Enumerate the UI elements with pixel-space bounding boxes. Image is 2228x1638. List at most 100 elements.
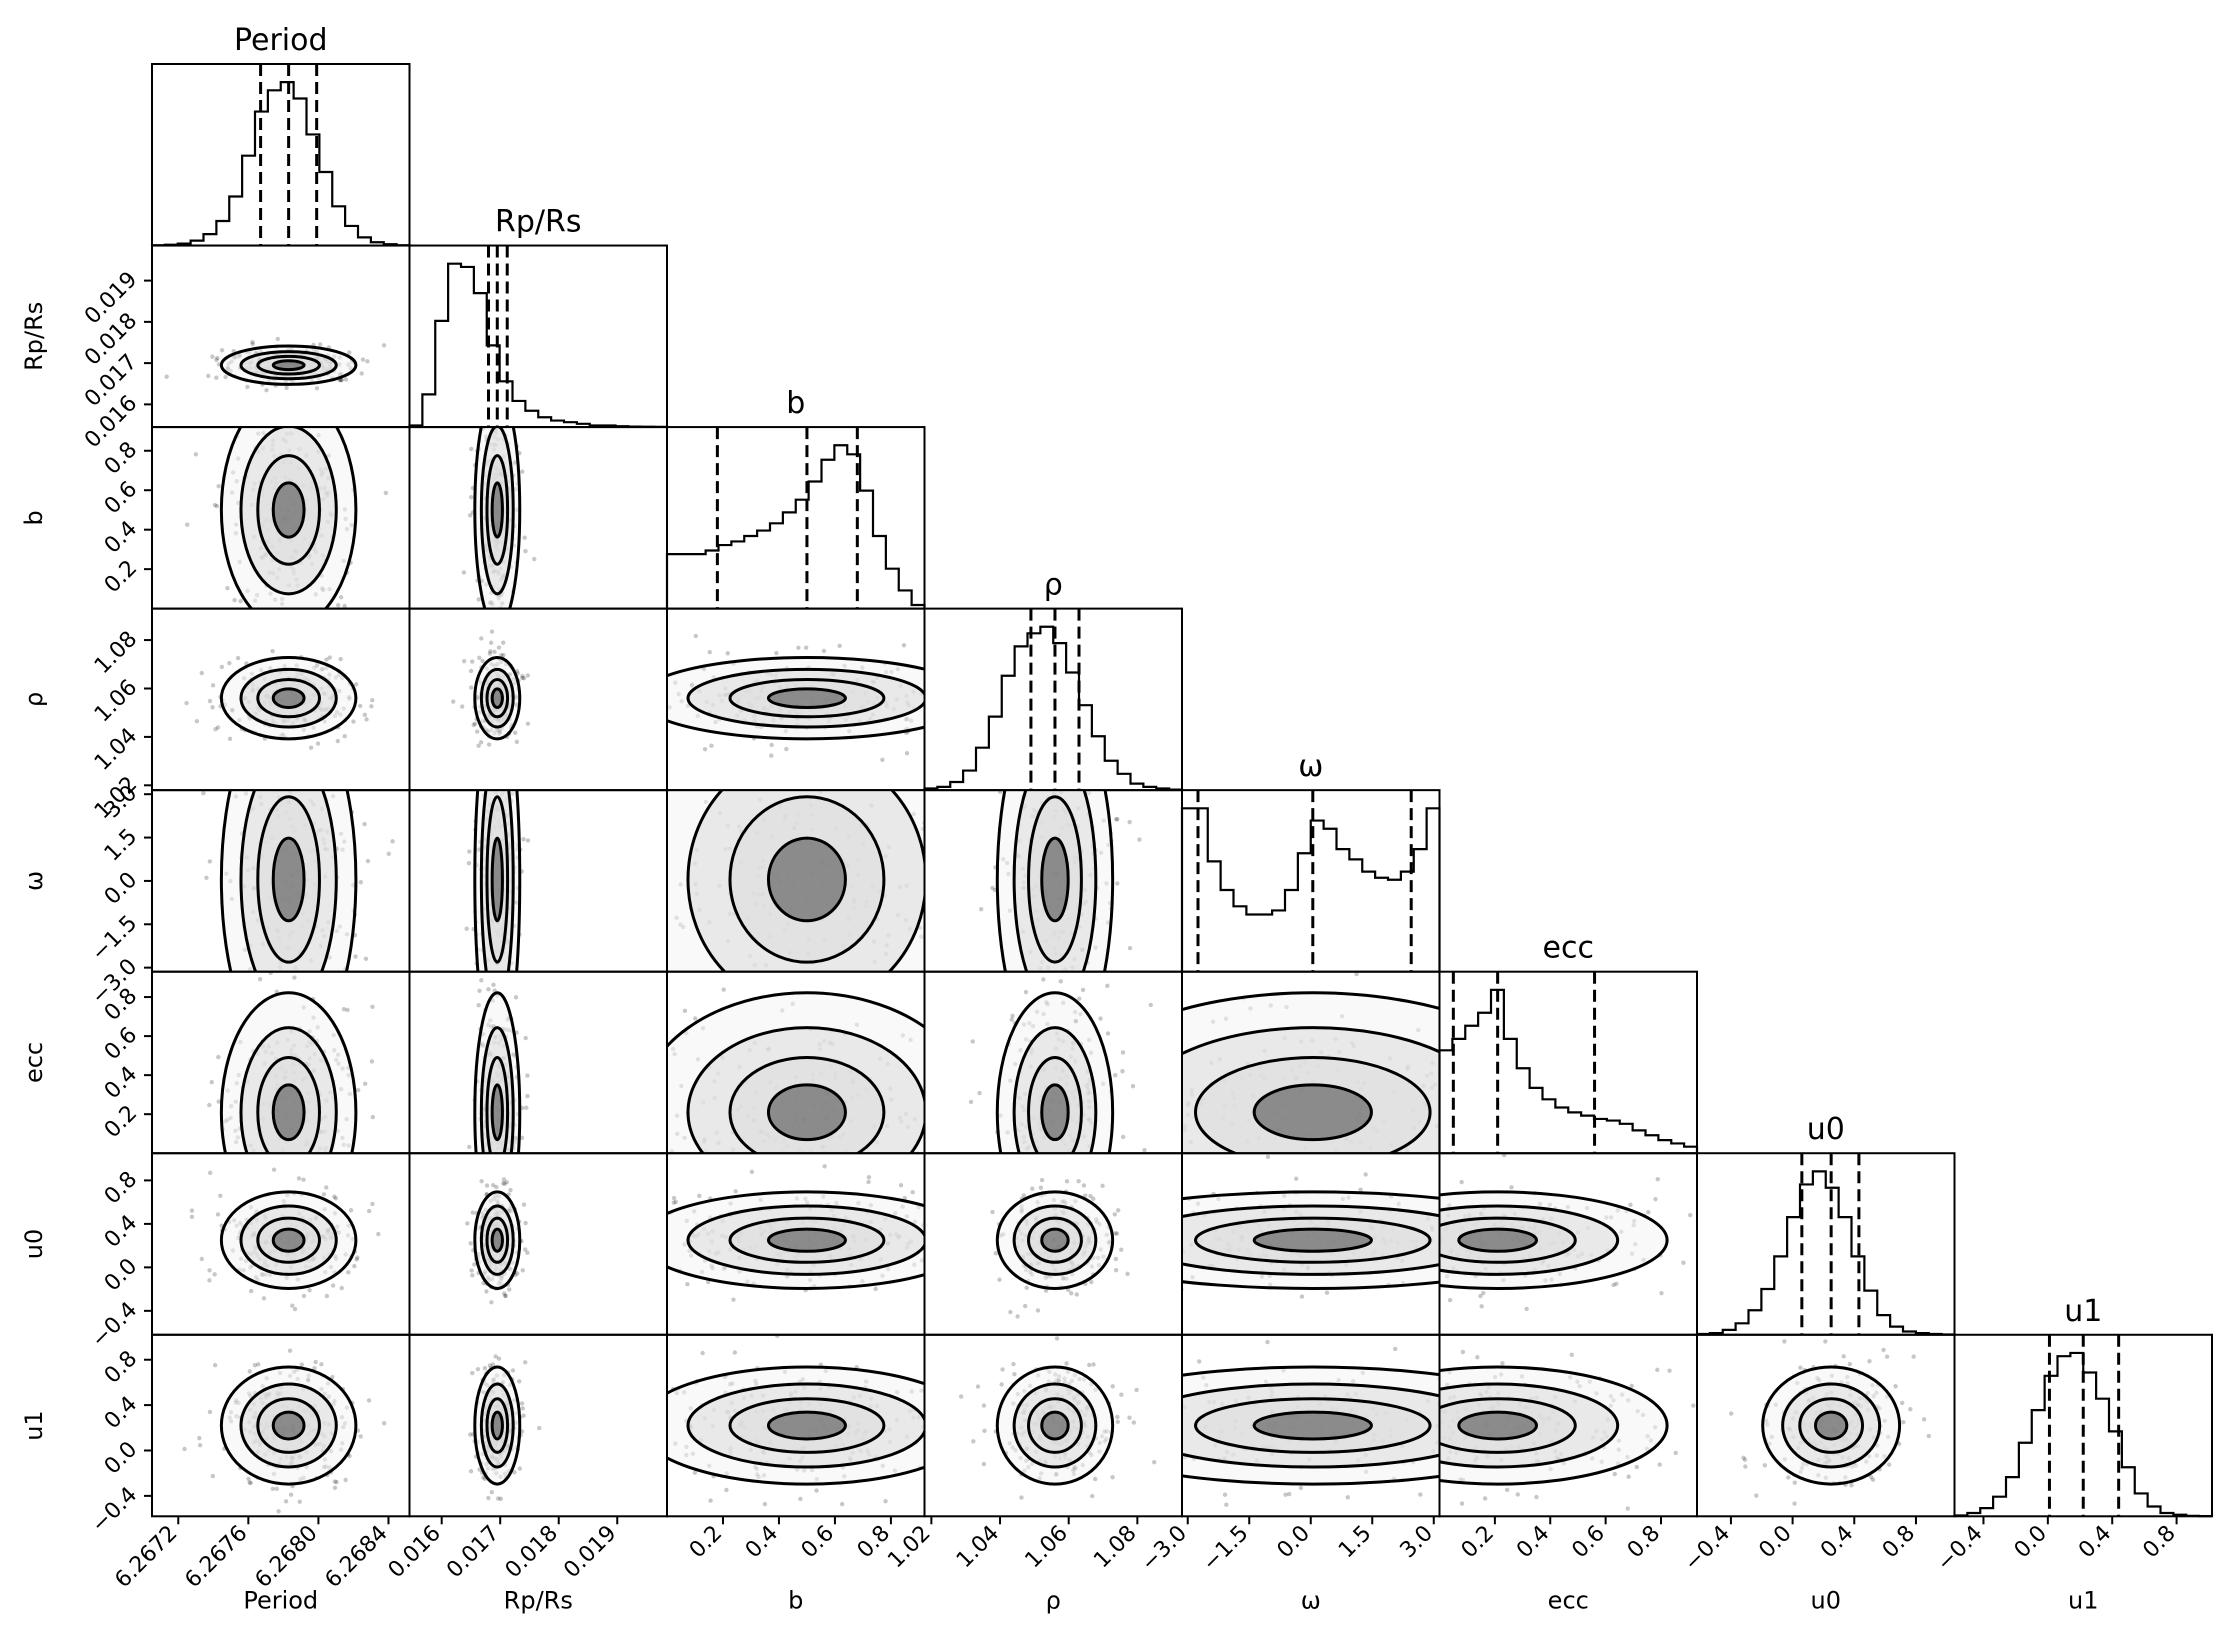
sample-point [955, 1253, 959, 1257]
sample-point [1065, 780, 1069, 784]
sample-point [521, 1202, 527, 1207]
sample-point [1089, 1180, 1093, 1184]
sample-point [501, 640, 506, 645]
panel-frame [408, 1152, 668, 1336]
histogram-rp-rs [408, 262, 669, 429]
sample-point [1113, 1267, 1119, 1273]
sample-point [774, 1164, 778, 1168]
sample-point [270, 742, 274, 746]
sample-point [1293, 1176, 1299, 1181]
sample-point [656, 1230, 660, 1234]
sample-point [215, 355, 220, 361]
sample-point [514, 739, 520, 745]
sample-point [589, 694, 593, 698]
sample-point [390, 839, 395, 844]
sample-point [486, 977, 490, 981]
sample-point [1613, 1082, 1617, 1086]
sample-point [1354, 971, 1359, 977]
sample-point [1084, 669, 1088, 673]
sample-point [386, 851, 391, 857]
sample-point [329, 1177, 333, 1181]
sample-point [810, 748, 814, 752]
sample-point [461, 658, 467, 664]
sample-point [866, 1170, 870, 1174]
sample-point [494, 1184, 499, 1190]
sample-point [883, 1157, 887, 1161]
sample-point [495, 977, 499, 981]
sample-point [1079, 1154, 1083, 1158]
sample-point [684, 778, 688, 782]
plot-layer: Period0.0160.0170.0180.019Rp/RsRp/Rs0.20… [20, 23, 2214, 1614]
sample-point [979, 906, 984, 912]
sample-point [1611, 1282, 1616, 1288]
sample-point [324, 1185, 329, 1190]
title-b: b [786, 386, 805, 421]
sample-point [348, 1208, 354, 1213]
sample-point [309, 1173, 313, 1177]
panel-ecc-vs-b [666, 970, 926, 1174]
sample-point [1059, 973, 1063, 977]
sample-point [381, 343, 387, 348]
sample-point [1052, 674, 1056, 678]
y-tick-label-ecc: 0.4 [100, 1062, 142, 1104]
sample-point [1299, 1294, 1305, 1299]
sample-point [812, 783, 816, 787]
sample-point [520, 469, 525, 474]
sample-point [1623, 1195, 1627, 1199]
sample-point [206, 373, 211, 379]
sample-point [301, 1293, 307, 1299]
title-ecc: ecc [1543, 931, 1594, 966]
sample-point [866, 1174, 872, 1180]
sample-point [931, 902, 935, 906]
sample-point [286, 1179, 290, 1183]
sample-point [751, 623, 755, 627]
sample-point [467, 849, 472, 854]
sample-point [1492, 1094, 1496, 1098]
sample-point [487, 773, 491, 777]
sample-point [986, 1155, 990, 1159]
samples-omega-vs-b [667, 623, 1056, 972]
sample-point [496, 1166, 500, 1170]
sample-point [1047, 987, 1051, 991]
sample-point [970, 1205, 974, 1209]
sample-point [264, 387, 269, 393]
sample-point [1027, 1169, 1031, 1173]
contour-4 [1040, 836, 1070, 923]
sample-point [358, 703, 363, 709]
sample-point [503, 1293, 508, 1299]
sample-point [837, 643, 842, 649]
sample-point [942, 848, 946, 852]
samples-u0-vs-b [656, 1164, 974, 1302]
sample-point [292, 615, 296, 619]
sample-point [1085, 736, 1089, 740]
sample-point [731, 1297, 736, 1302]
sample-point [957, 861, 961, 865]
sample-point [1030, 1292, 1034, 1296]
sample-point [472, 1197, 476, 1201]
sample-point [500, 400, 504, 404]
sample-point [337, 1201, 341, 1205]
sample-point [488, 260, 492, 264]
sample-point [275, 336, 281, 342]
y-tick-label-omega: 1.5 [100, 824, 142, 866]
sample-point [959, 947, 963, 951]
sample-point [311, 1175, 315, 1179]
sample-point [261, 1296, 267, 1301]
sample-point [1612, 1142, 1616, 1146]
panel-frame [408, 970, 668, 1155]
sample-point [287, 768, 291, 772]
sample-point [1469, 1129, 1473, 1133]
sample-point [194, 718, 200, 724]
sample-point [382, 1421, 387, 1426]
sample-point [1120, 1134, 1126, 1140]
y-axis-label-ecc: ecc [20, 1042, 48, 1083]
sample-point [1168, 1133, 1172, 1137]
sample-point [1113, 1231, 1118, 1236]
sample-point [525, 1093, 530, 1099]
sample-point [320, 417, 324, 421]
sample-point [1357, 1172, 1361, 1176]
sample-point [469, 351, 473, 355]
sample-point [1100, 1183, 1105, 1189]
sample-point [1043, 1159, 1047, 1163]
sample-point [1121, 638, 1125, 642]
